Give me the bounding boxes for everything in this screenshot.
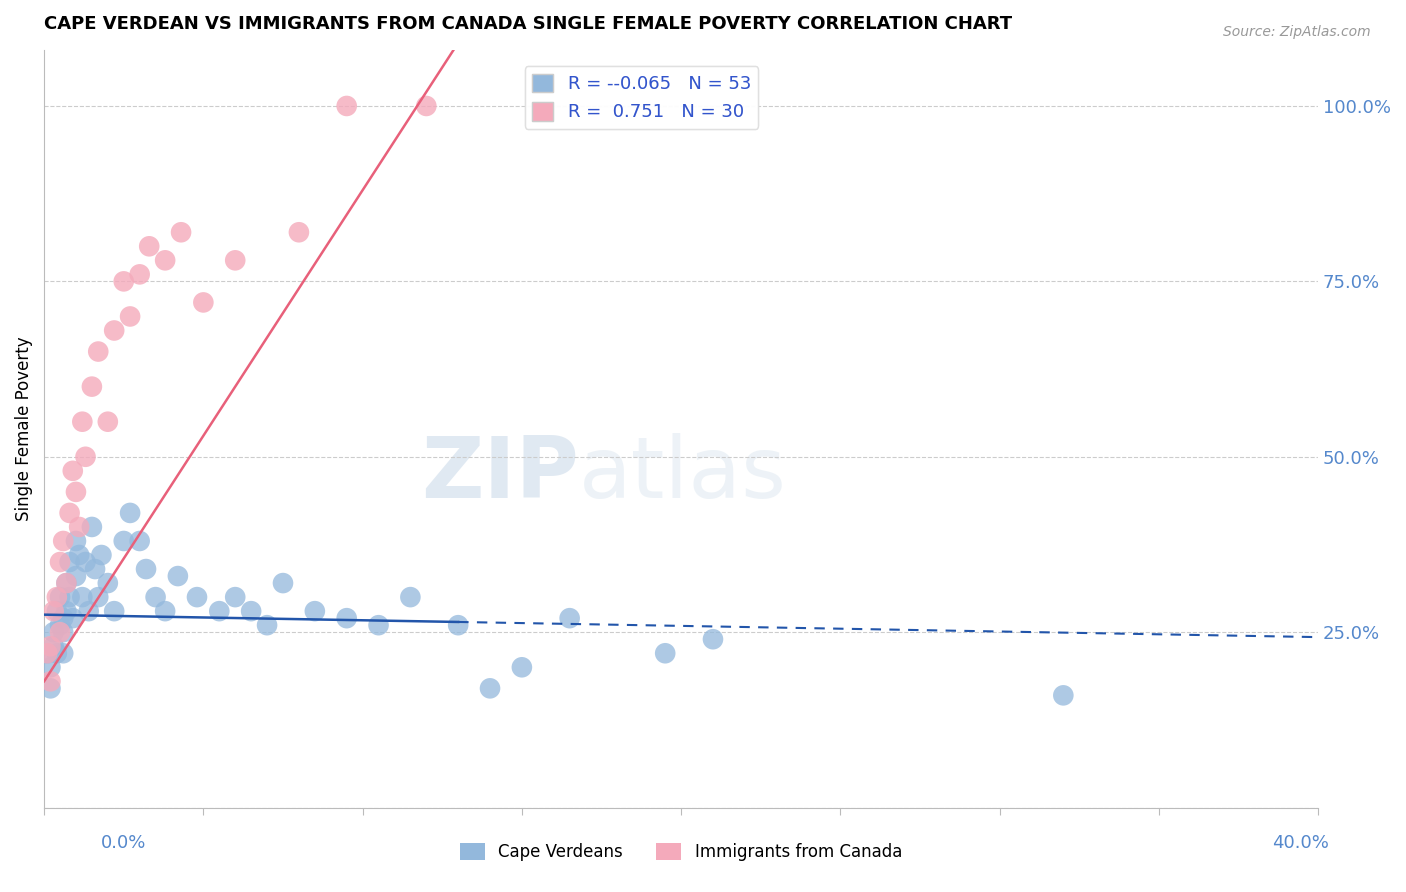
Text: 0.0%: 0.0% <box>101 834 146 852</box>
Point <box>510 660 533 674</box>
Point <box>97 415 120 429</box>
Point <box>42 625 65 640</box>
Point <box>62 611 84 625</box>
Point <box>135 562 157 576</box>
Point <box>84 562 107 576</box>
Point <box>120 506 142 520</box>
Point <box>447 618 470 632</box>
Point <box>288 225 311 239</box>
Point <box>49 555 72 569</box>
Point <box>77 604 100 618</box>
Point <box>67 520 90 534</box>
Point <box>193 295 215 310</box>
Point <box>153 604 176 618</box>
Legend: R = --0.065   N = 53, R =  0.751   N = 30: R = --0.065 N = 53, R = 0.751 N = 30 <box>524 66 758 128</box>
Point <box>37 646 59 660</box>
Point <box>654 646 676 660</box>
Point <box>42 604 65 618</box>
Point <box>87 344 110 359</box>
Point <box>45 646 67 660</box>
Point <box>128 533 150 548</box>
Point <box>186 590 208 604</box>
Text: Source: ZipAtlas.com: Source: ZipAtlas.com <box>1223 25 1371 39</box>
Point <box>75 555 97 569</box>
Point <box>702 632 724 647</box>
Point <box>208 604 231 618</box>
Point <box>55 576 77 591</box>
Point <box>120 310 142 324</box>
Point <box>65 569 87 583</box>
Point <box>224 253 246 268</box>
Point <box>479 681 502 696</box>
Y-axis label: Single Female Poverty: Single Female Poverty <box>15 336 32 521</box>
Point <box>304 604 326 618</box>
Point <box>49 625 72 640</box>
Point <box>170 225 193 239</box>
Point <box>271 576 294 591</box>
Point <box>52 625 75 640</box>
Point <box>112 274 135 288</box>
Point <box>49 618 72 632</box>
Point <box>58 590 80 604</box>
Point <box>224 590 246 604</box>
Point <box>80 520 103 534</box>
Point <box>336 99 359 113</box>
Point <box>65 533 87 548</box>
Point <box>49 590 72 604</box>
Point <box>37 646 59 660</box>
Point <box>39 681 62 696</box>
Point <box>42 639 65 653</box>
Point <box>97 576 120 591</box>
Point <box>52 611 75 625</box>
Point <box>75 450 97 464</box>
Point <box>336 611 359 625</box>
Point <box>367 618 389 632</box>
Point <box>55 576 77 591</box>
Point <box>52 533 75 548</box>
Point <box>256 618 278 632</box>
Point <box>128 268 150 282</box>
Point <box>240 604 263 618</box>
Point <box>55 604 77 618</box>
Point <box>90 548 112 562</box>
Text: atlas: atlas <box>579 433 787 516</box>
Point <box>103 324 125 338</box>
Point <box>72 415 94 429</box>
Point <box>39 639 62 653</box>
Point <box>415 99 437 113</box>
Point <box>39 660 62 674</box>
Point <box>138 239 160 253</box>
Point <box>153 253 176 268</box>
Point <box>145 590 167 604</box>
Text: CAPE VERDEAN VS IMMIGRANTS FROM CANADA SINGLE FEMALE POVERTY CORRELATION CHART: CAPE VERDEAN VS IMMIGRANTS FROM CANADA S… <box>44 15 1012 33</box>
Point <box>72 590 94 604</box>
Point <box>58 506 80 520</box>
Point <box>45 604 67 618</box>
Point <box>65 484 87 499</box>
Text: 40.0%: 40.0% <box>1272 834 1329 852</box>
Text: ZIP: ZIP <box>422 433 579 516</box>
Point <box>52 646 75 660</box>
Point <box>399 590 422 604</box>
Point <box>45 590 67 604</box>
Point <box>1052 689 1074 703</box>
Point <box>558 611 581 625</box>
Point <box>80 379 103 393</box>
Point <box>39 674 62 689</box>
Point <box>62 464 84 478</box>
Point <box>167 569 190 583</box>
Point <box>67 548 90 562</box>
Point <box>112 533 135 548</box>
Point <box>58 555 80 569</box>
Point <box>87 590 110 604</box>
Point <box>103 604 125 618</box>
